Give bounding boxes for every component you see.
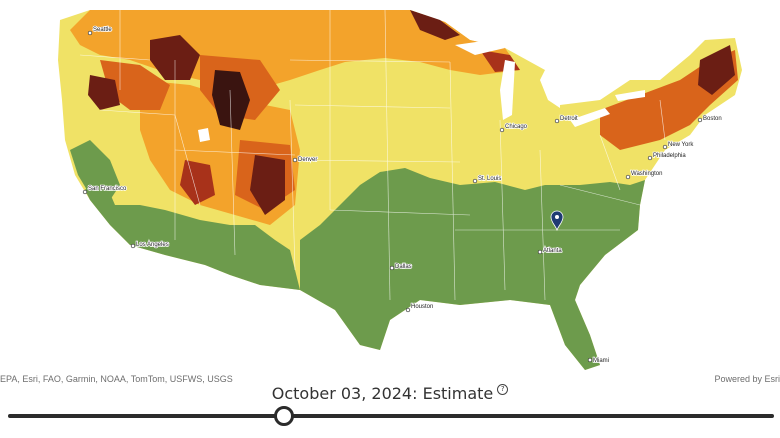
region-green-southwest xyxy=(85,170,300,290)
slider-thumb[interactable] xyxy=(273,406,294,426)
lake-superior xyxy=(455,40,505,55)
svg-text:New York: New York xyxy=(668,142,694,148)
question-circle-icon[interactable]: ? xyxy=(497,384,509,395)
city-markers: Seattle San Francisco Los Angeles Denver… xyxy=(82,26,722,365)
region-green-northwest xyxy=(70,140,120,200)
region-red-1 xyxy=(180,160,215,205)
city-new-york: New York xyxy=(662,141,695,150)
city-chicago: Chicago xyxy=(499,123,528,133)
svg-text:San Francisco: San Francisco xyxy=(88,186,127,192)
city-atlanta: Atlanta xyxy=(537,247,563,255)
date-label: October 03, 2024: Estimate xyxy=(271,384,494,403)
lake-erie xyxy=(570,108,610,127)
great-salt-lake xyxy=(198,128,210,142)
region-dark-red-5 xyxy=(410,10,460,40)
svg-text:Miami: Miami xyxy=(593,358,609,364)
city-st-louis: St. Louis xyxy=(472,175,502,184)
svg-text:Los Angeles: Los Angeles xyxy=(136,242,169,248)
region-dark-red-2 xyxy=(212,70,250,130)
svg-text:Detroit: Detroit xyxy=(560,116,578,122)
city-san-francisco: San Francisco xyxy=(82,185,128,195)
timeline-header: October 03, 2024: Estimate? xyxy=(0,384,780,403)
lake-ontario xyxy=(615,90,645,101)
city-miami: Miami xyxy=(587,357,610,365)
svg-text:Chicago: Chicago xyxy=(505,124,528,130)
city-detroit: Detroit xyxy=(554,115,579,124)
city-philadelphia: Philadelphia xyxy=(647,152,687,161)
state-borders xyxy=(79,9,666,301)
timeline-slider[interactable] xyxy=(8,406,774,426)
region-dark-red-3 xyxy=(250,155,285,215)
svg-text:Philadelphia: Philadelphia xyxy=(653,153,686,159)
region-green-southeast xyxy=(300,168,645,370)
svg-text:Denver: Denver xyxy=(298,157,317,163)
city-boston: Boston xyxy=(697,115,722,123)
slider-track[interactable] xyxy=(8,414,774,418)
city-washington: Washington xyxy=(625,170,663,180)
city-seattle: Seattle xyxy=(87,26,113,36)
attribution-powered-by[interactable]: Powered by Esri xyxy=(714,374,780,384)
svg-text:Boston: Boston xyxy=(703,116,722,122)
city-houston: Houston xyxy=(405,303,434,313)
lake-huron xyxy=(540,70,560,108)
city-denver: Denver xyxy=(292,156,318,164)
map-view[interactable]: Seattle San Francisco Los Angeles Denver… xyxy=(0,0,780,375)
region-dark-red-northeast xyxy=(698,45,735,95)
location-pin-icon[interactable] xyxy=(550,210,564,232)
city-los-angeles: Los Angeles xyxy=(130,241,170,249)
region-dark-red-4 xyxy=(88,75,120,110)
svg-text:Houston: Houston xyxy=(411,304,433,310)
us-map-svg: Seattle San Francisco Los Angeles Denver… xyxy=(58,9,742,370)
svg-text:Washington: Washington xyxy=(631,171,662,177)
svg-text:Atlanta: Atlanta xyxy=(543,248,562,254)
svg-text:St. Louis: St. Louis xyxy=(478,176,501,182)
city-dallas: Dallas xyxy=(389,263,412,271)
attribution-sources: EPA, Esri, FAO, Garmin, NOAA, TomTom, US… xyxy=(0,374,233,384)
region-dark-red-1 xyxy=(150,35,200,80)
lake-michigan xyxy=(500,60,515,120)
svg-text:Dallas: Dallas xyxy=(395,264,412,270)
svg-text:Seattle: Seattle xyxy=(93,27,112,33)
